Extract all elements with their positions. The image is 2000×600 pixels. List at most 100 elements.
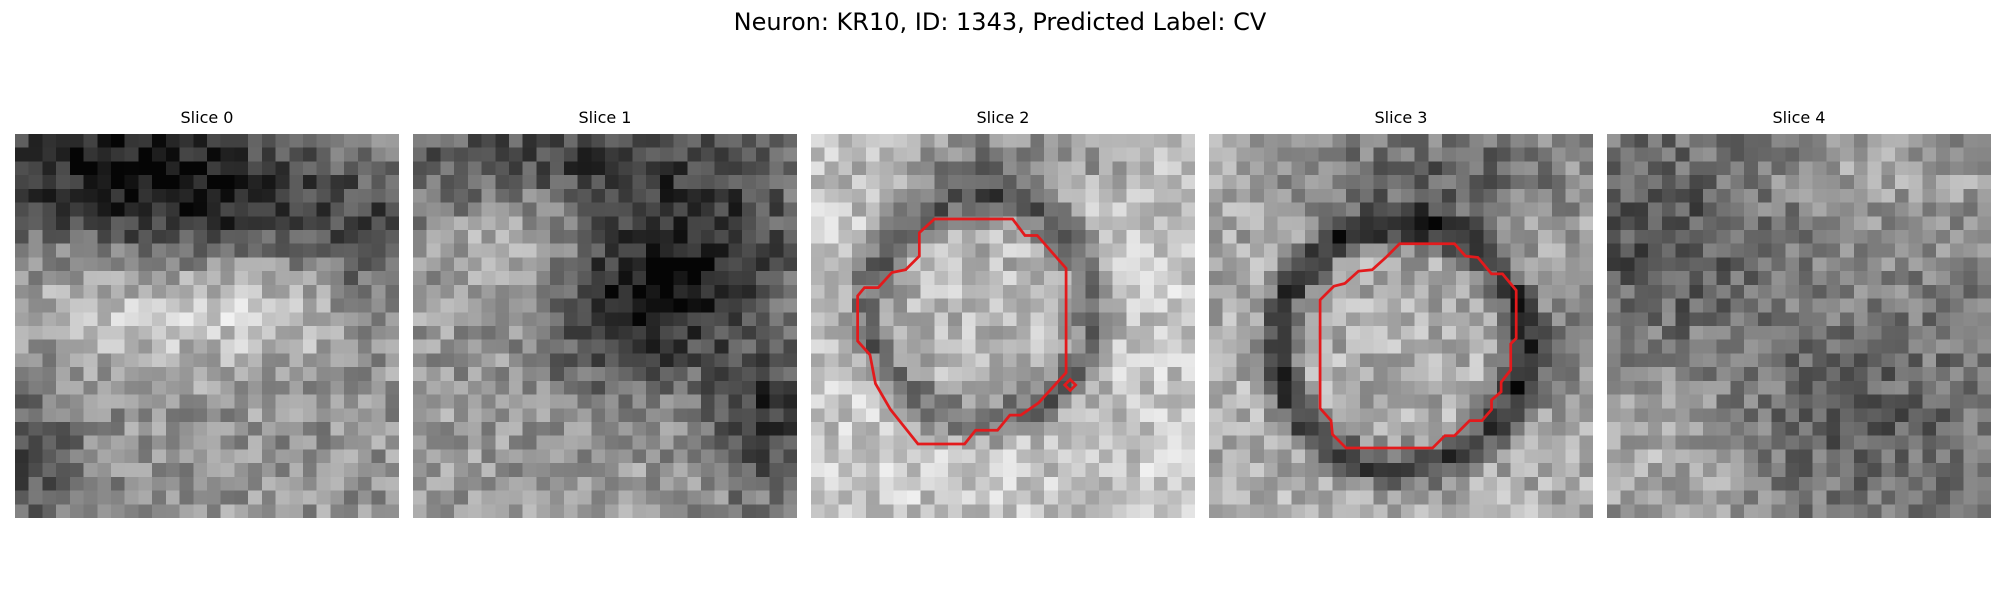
- pixel: [632, 435, 647, 450]
- pixel: [454, 147, 469, 162]
- pixel: [1469, 394, 1484, 409]
- pixel: [1648, 298, 1663, 313]
- pixel: [509, 408, 523, 423]
- pixel: [1703, 408, 1717, 423]
- pixel: [124, 271, 139, 286]
- pixel: [1840, 504, 1855, 518]
- pixel: [1277, 353, 1292, 368]
- pixel: [1332, 339, 1347, 354]
- pixel: [179, 298, 194, 313]
- pixel: [1908, 422, 1923, 436]
- pixel: [1414, 147, 1429, 162]
- pixel: [1620, 257, 1635, 272]
- pixel: [289, 134, 304, 148]
- pixel: [1126, 230, 1141, 244]
- pixel: [659, 422, 674, 436]
- pixel: [15, 476, 29, 491]
- pixel: [1497, 188, 1511, 203]
- pixel: [83, 134, 98, 148]
- pixel: [1579, 490, 1593, 505]
- pixel: [248, 230, 263, 244]
- pixel: [934, 326, 949, 340]
- pixel: [1703, 312, 1717, 327]
- pixel: [563, 339, 578, 354]
- pixel: [769, 312, 784, 327]
- segmentation-contour: [1318, 242, 1518, 450]
- pixel: [1703, 463, 1717, 478]
- pixel: [1318, 504, 1333, 518]
- pixel: [69, 504, 84, 518]
- pixel: [1085, 326, 1100, 340]
- pixel: [1922, 422, 1937, 436]
- pixel: [1620, 216, 1635, 231]
- pixel: [426, 202, 441, 217]
- pixel: [1840, 490, 1855, 505]
- pixel: [1785, 326, 1800, 340]
- pixel: [28, 161, 43, 176]
- pixel: [1003, 504, 1017, 518]
- pixel: [701, 271, 715, 286]
- pixel: [1936, 394, 1951, 409]
- pixel: [1277, 188, 1292, 203]
- pixel: [1799, 367, 1813, 382]
- pixel: [316, 312, 331, 327]
- pixel: [646, 353, 661, 368]
- pixel: [1840, 367, 1855, 382]
- pixel: [1510, 188, 1525, 203]
- pixel: [1250, 326, 1265, 340]
- pixel: [1250, 476, 1265, 491]
- pixel: [1044, 339, 1059, 354]
- pixel: [1209, 202, 1223, 217]
- pixel: [1181, 230, 1195, 244]
- pixel: [1346, 367, 1361, 382]
- pixel: [42, 271, 57, 286]
- pixel: [1167, 422, 1182, 436]
- pixel: [1428, 339, 1443, 354]
- pixel: [1140, 353, 1155, 368]
- pixel: [124, 422, 139, 436]
- pixel: [413, 271, 427, 286]
- pixel: [1895, 216, 1909, 231]
- pixel: [1167, 367, 1182, 382]
- pixel: [1908, 271, 1923, 286]
- pixel: [1867, 271, 1882, 286]
- pixel: [1949, 408, 1964, 423]
- pixel: [1538, 134, 1553, 148]
- pixel: [824, 326, 839, 340]
- pixel: [1634, 147, 1649, 162]
- pixel: [1757, 490, 1772, 505]
- pixel: [1085, 271, 1100, 286]
- pixel: [1744, 188, 1759, 203]
- pixel: [975, 449, 990, 464]
- pixel: [1607, 339, 1621, 354]
- pixel: [1126, 243, 1141, 258]
- pixel: [824, 284, 839, 299]
- pixel: [56, 147, 71, 162]
- pixel: [1209, 284, 1223, 299]
- pixel: [1689, 147, 1704, 162]
- pixel: [440, 147, 455, 162]
- pixel: [1126, 435, 1141, 450]
- pixel: [316, 380, 331, 395]
- pixel: [1689, 230, 1704, 244]
- pixel: [1099, 312, 1113, 327]
- pixel: [673, 449, 688, 464]
- pixel: [1524, 380, 1539, 395]
- pixel: [1922, 161, 1937, 176]
- pixel: [344, 476, 359, 491]
- pixel: [1112, 353, 1127, 368]
- pixel: [1648, 490, 1663, 505]
- pixel: [111, 408, 125, 423]
- pixel: [1455, 367, 1470, 382]
- pixel: [330, 490, 345, 505]
- pixel: [509, 422, 523, 436]
- pixel: [1538, 188, 1553, 203]
- pixel: [1579, 422, 1593, 436]
- pixel: [275, 175, 290, 190]
- pixel: [1126, 161, 1141, 176]
- pixel: [440, 408, 455, 423]
- pixel: [811, 298, 825, 313]
- pixel: [28, 257, 43, 272]
- pixel: [646, 271, 661, 286]
- pixel: [961, 243, 976, 258]
